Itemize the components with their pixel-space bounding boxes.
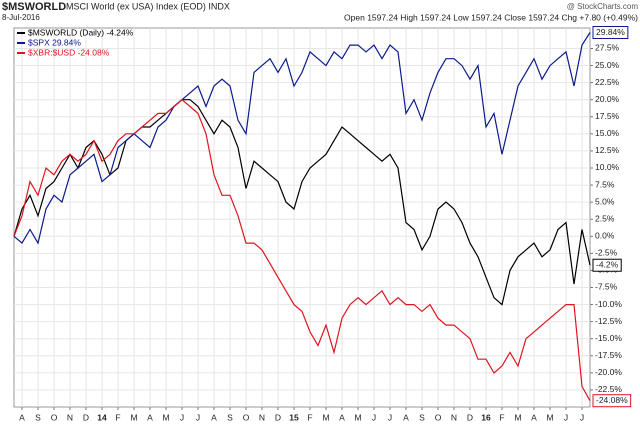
- x-tick-label: A: [19, 412, 25, 422]
- y-tick-label: 2.5%: [595, 213, 615, 223]
- x-tick-label: J: [564, 412, 568, 422]
- y-tick-label: -2.5%: [595, 248, 618, 258]
- y-tick-label: 12.5%: [595, 145, 620, 155]
- x-tick-label: F: [499, 412, 504, 422]
- x-tick-label: 15: [289, 412, 299, 422]
- labels: -22.5% -20.0% -17.5% -15.0% -12.5% -10.0% -7.5…: [17, 26, 632, 422]
- y-tick-label: 0.0%: [595, 231, 615, 241]
- lines: [13, 32, 591, 401]
- x-tick-label: 14: [97, 412, 107, 422]
- x-tick-label: J: [388, 412, 392, 422]
- y-tick-label: -12.5%: [595, 316, 622, 326]
- x-tick-label: M: [546, 412, 553, 422]
- legend-label: $MSWORLD (Daily) -4.24%: [28, 27, 134, 37]
- legend-label: $XBR:$USD -24.08%: [28, 47, 110, 57]
- x-tick-label: S: [227, 412, 233, 422]
- y-tick-label: -10.0%: [595, 299, 622, 309]
- x-tick-label: F: [115, 412, 120, 422]
- y-tick-label: -22.5%: [595, 384, 622, 394]
- series-line: [13, 98, 591, 401]
- series-line: [13, 32, 591, 245]
- x-tick-label: M: [354, 412, 361, 422]
- x-tick-label: A: [147, 412, 153, 422]
- y-tick-label: -7.5%: [595, 282, 618, 292]
- grid: [14, 28, 593, 410]
- plot-frame: [13, 27, 591, 408]
- legend-label: $SPX 29.84%: [28, 37, 81, 47]
- end-label-box: [592, 26, 629, 40]
- x-tick-label: D: [467, 412, 473, 422]
- y-tick-label: 17.5%: [595, 111, 620, 121]
- x-tick-label: D: [275, 412, 281, 422]
- x-tick-label: J: [180, 412, 184, 422]
- end-label: -4.2%: [596, 259, 619, 269]
- x-tick-label: F: [307, 412, 312, 422]
- x-tick-label: A: [531, 412, 537, 422]
- x-tick-label: N: [451, 412, 457, 422]
- y-tick-label: 25.0%: [595, 60, 620, 70]
- x-tick-label: O: [51, 412, 58, 422]
- y-tick-label: -20.0%: [595, 367, 622, 377]
- x-tick-label: D: [83, 412, 89, 422]
- y-tick-label: -17.5%: [595, 350, 622, 360]
- end-label-box: [592, 394, 632, 408]
- x-tick-label: J: [372, 412, 376, 422]
- x-tick-label: A: [339, 412, 345, 422]
- y-tick-label: 10.0%: [595, 162, 620, 172]
- x-tick-label: S: [419, 412, 425, 422]
- end-label: -24.08%: [596, 395, 628, 405]
- x-tick-label: J: [196, 412, 200, 422]
- source: @ StockCharts.com: [567, 2, 639, 11]
- x-tick-label: A: [211, 412, 217, 422]
- chart-subtitle: MSCI World (ex USA) Index (EOD) INDX: [66, 1, 230, 11]
- chart-title: $MSWORLD: [2, 1, 66, 13]
- x-tick-label: M: [322, 412, 329, 422]
- x-tick-label: M: [162, 412, 169, 422]
- x-tick-label: N: [259, 412, 265, 422]
- y-tick-label: 15.0%: [595, 128, 620, 138]
- quote: Open 1597.24 High 1597.24 Low 1597.24 Cl…: [344, 12, 638, 22]
- x-tick-label: O: [243, 412, 250, 422]
- x-tick-label: J: [580, 412, 584, 422]
- x-tick-label: M: [130, 412, 137, 422]
- end-label-box: [592, 258, 622, 272]
- x-tick-label: M: [514, 412, 521, 422]
- x-tick-label: N: [67, 412, 73, 422]
- chart-date: 8-Jul-2016: [2, 13, 40, 22]
- x-tick-label: S: [35, 412, 41, 422]
- y-tick-label: 27.5%: [595, 43, 620, 53]
- y-tick-label: 5.0%: [595, 196, 615, 206]
- y-tick-label: 20.0%: [595, 94, 620, 104]
- end-label: 29.84%: [596, 27, 625, 37]
- x-tick-label: A: [403, 412, 409, 422]
- x-tick-label: 16: [481, 412, 491, 422]
- y-tick-label: 22.5%: [595, 77, 620, 87]
- x-tick-label: O: [435, 412, 442, 422]
- y-tick-label: 7.5%: [595, 179, 615, 189]
- y-tick-label: -15.0%: [595, 333, 622, 343]
